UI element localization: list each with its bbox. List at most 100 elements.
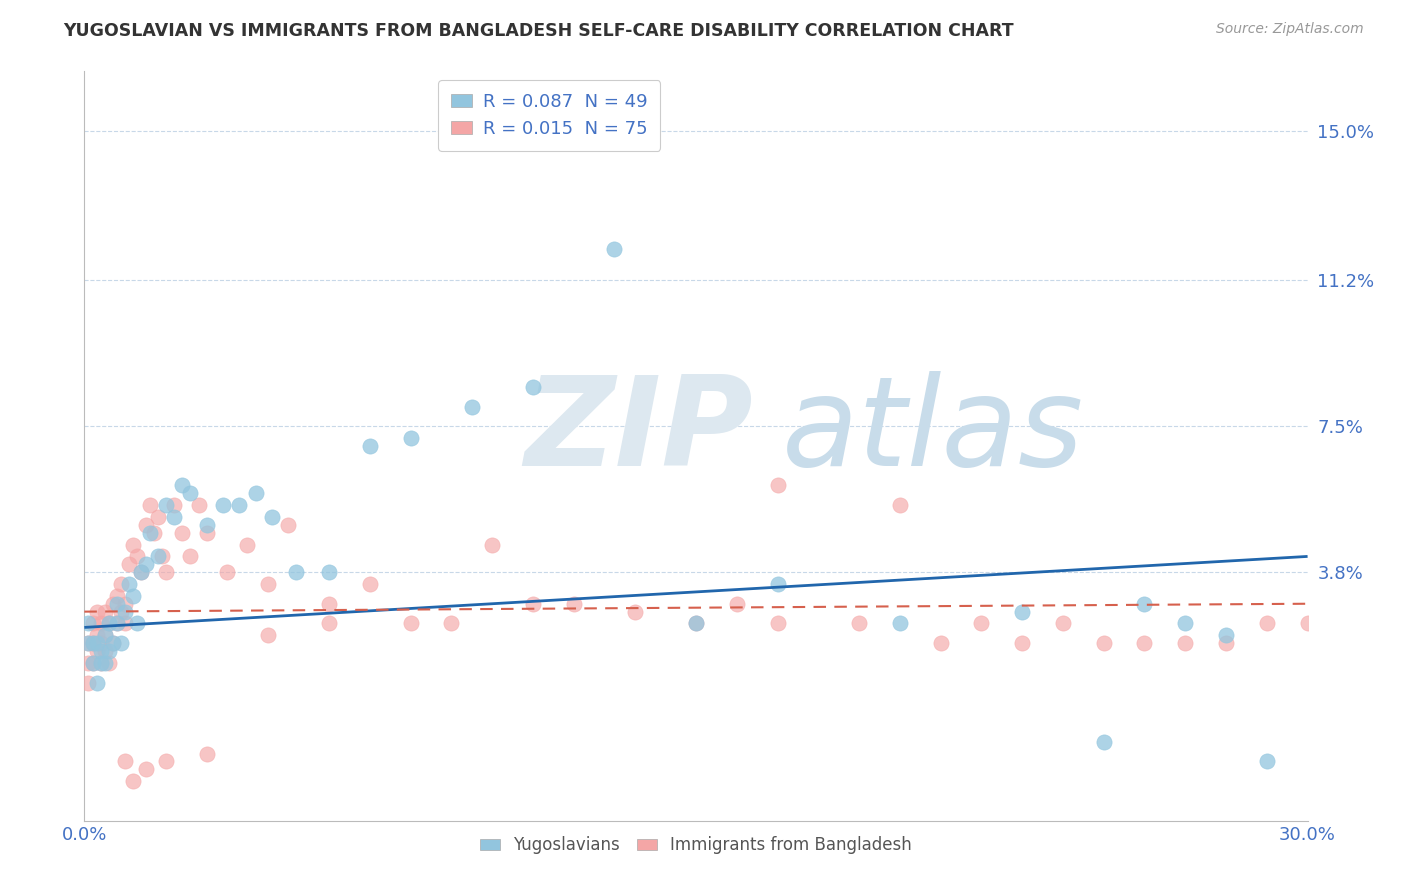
Point bbox=[172, 525, 194, 540]
Point bbox=[127, 549, 149, 564]
Point bbox=[929, 636, 952, 650]
Point bbox=[236, 538, 259, 552]
Point bbox=[257, 628, 280, 642]
Point bbox=[86, 628, 108, 642]
Point bbox=[82, 636, 104, 650]
Point bbox=[172, 478, 194, 492]
Point bbox=[624, 605, 647, 619]
Text: ZIP: ZIP bbox=[524, 370, 754, 491]
Point bbox=[82, 656, 104, 670]
Point bbox=[86, 644, 108, 658]
Point bbox=[101, 597, 124, 611]
Point bbox=[685, 616, 707, 631]
Point bbox=[725, 597, 748, 611]
Point bbox=[82, 656, 104, 670]
Y-axis label: Self-Care Disability: Self-Care Disability bbox=[0, 374, 7, 518]
Point bbox=[77, 675, 100, 690]
Point bbox=[848, 616, 870, 631]
Point bbox=[131, 565, 153, 579]
Point bbox=[1133, 597, 1156, 611]
Point bbox=[90, 616, 112, 631]
Point bbox=[1174, 636, 1197, 650]
Point bbox=[93, 628, 115, 642]
Point bbox=[1256, 616, 1278, 631]
Point bbox=[146, 510, 169, 524]
Point bbox=[131, 565, 153, 579]
Point bbox=[318, 565, 340, 579]
Point bbox=[77, 636, 100, 650]
Point bbox=[195, 517, 218, 532]
Point bbox=[114, 616, 136, 631]
Point bbox=[118, 558, 141, 572]
Point bbox=[260, 510, 283, 524]
Point bbox=[440, 616, 463, 631]
Point bbox=[481, 538, 503, 552]
Point bbox=[82, 636, 104, 650]
Point bbox=[155, 565, 177, 579]
Point bbox=[217, 565, 239, 579]
Point bbox=[179, 549, 201, 564]
Point bbox=[603, 242, 626, 256]
Point bbox=[135, 558, 157, 572]
Point bbox=[118, 577, 141, 591]
Point bbox=[766, 478, 789, 492]
Point bbox=[97, 644, 120, 658]
Point bbox=[163, 510, 186, 524]
Point bbox=[889, 616, 911, 631]
Point bbox=[101, 636, 124, 650]
Point bbox=[1092, 735, 1115, 749]
Point bbox=[135, 763, 157, 777]
Point bbox=[212, 498, 235, 512]
Point bbox=[461, 400, 484, 414]
Point bbox=[195, 525, 218, 540]
Point bbox=[318, 616, 340, 631]
Text: atlas: atlas bbox=[782, 370, 1084, 491]
Point bbox=[1011, 636, 1033, 650]
Point bbox=[1133, 636, 1156, 650]
Point bbox=[1092, 636, 1115, 650]
Point bbox=[359, 439, 381, 453]
Text: Source: ZipAtlas.com: Source: ZipAtlas.com bbox=[1216, 22, 1364, 37]
Point bbox=[90, 656, 112, 670]
Point bbox=[86, 605, 108, 619]
Point bbox=[101, 636, 124, 650]
Point bbox=[90, 644, 112, 658]
Point bbox=[90, 656, 112, 670]
Point bbox=[245, 486, 267, 500]
Point bbox=[77, 616, 100, 631]
Point bbox=[277, 517, 299, 532]
Point bbox=[285, 565, 308, 579]
Point bbox=[150, 549, 173, 564]
Point bbox=[122, 589, 145, 603]
Point bbox=[77, 636, 100, 650]
Point bbox=[93, 644, 115, 658]
Point bbox=[1174, 616, 1197, 631]
Point bbox=[97, 616, 120, 631]
Point bbox=[138, 498, 160, 512]
Point bbox=[138, 525, 160, 540]
Point bbox=[522, 597, 544, 611]
Point bbox=[114, 755, 136, 769]
Point bbox=[110, 577, 132, 591]
Point bbox=[163, 498, 186, 512]
Point bbox=[179, 486, 201, 500]
Point bbox=[77, 656, 100, 670]
Text: YUGOSLAVIAN VS IMMIGRANTS FROM BANGLADESH SELF-CARE DISABILITY CORRELATION CHART: YUGOSLAVIAN VS IMMIGRANTS FROM BANGLADES… bbox=[63, 22, 1014, 40]
Point bbox=[155, 498, 177, 512]
Point bbox=[90, 636, 112, 650]
Point bbox=[889, 498, 911, 512]
Point bbox=[1256, 755, 1278, 769]
Point bbox=[766, 616, 789, 631]
Point bbox=[562, 597, 585, 611]
Point bbox=[86, 675, 108, 690]
Point bbox=[685, 616, 707, 631]
Point bbox=[155, 755, 177, 769]
Point bbox=[93, 656, 115, 670]
Point bbox=[97, 616, 120, 631]
Point bbox=[142, 525, 165, 540]
Point bbox=[1215, 636, 1237, 650]
Point bbox=[114, 597, 136, 611]
Point bbox=[522, 380, 544, 394]
Point bbox=[93, 628, 115, 642]
Point bbox=[82, 616, 104, 631]
